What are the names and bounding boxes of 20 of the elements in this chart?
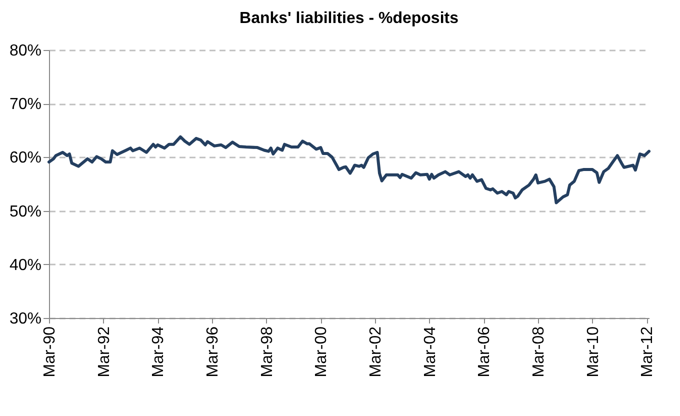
x-tick-label: Mar-08 [530, 326, 548, 378]
x-tick-label: Mar-96 [204, 326, 222, 378]
line-series [48, 135, 650, 204]
chart-title: Banks' liabilities - %deposits [240, 10, 459, 27]
x-tick-label: Mar-92 [96, 326, 113, 378]
x-tick-label: Mar-10 [584, 326, 602, 378]
x-tick-label: Mar-02 [367, 326, 384, 378]
x-tick-label: Mar-90 [42, 326, 58, 378]
x-tick-label: Mar-04 [422, 326, 439, 378]
x-tick-label: Mar-06 [476, 326, 494, 378]
x-tick-label: Mar-98 [258, 326, 276, 378]
y-tick-label: 30% [9, 310, 42, 328]
y-tick-label: 40% [9, 256, 42, 274]
x-tick-label: Mar-12 [639, 326, 656, 378]
y-tick-label: 60% [9, 150, 42, 167]
x-tick-label: Mar-00 [313, 326, 330, 378]
x-tick-label: Mar-94 [150, 326, 168, 378]
y-tick-label: 70% [9, 96, 42, 114]
y-tick-label: 80% [9, 42, 42, 60]
y-tick-label: 50% [9, 203, 42, 220]
